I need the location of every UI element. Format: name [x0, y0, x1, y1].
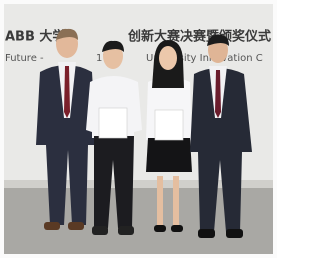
- shoe: [226, 229, 243, 238]
- shoe: [171, 225, 183, 232]
- leg: [157, 176, 163, 226]
- shoe: [154, 225, 166, 232]
- certificate: [99, 108, 127, 138]
- shoe: [198, 229, 215, 238]
- banner-subtitle: Future -: [5, 53, 44, 64]
- tie: [215, 70, 221, 118]
- shoe: [118, 226, 134, 235]
- shoe: [44, 222, 60, 230]
- page: ABB 大学 创新大赛决赛暨颁奖仪式 Future - 17 A Univers…: [0, 0, 277, 258]
- photo: ABB 大学 创新大赛决赛暨颁奖仪式 Future - 17 A Univers…: [0, 0, 277, 258]
- skirt: [146, 138, 192, 172]
- head: [159, 46, 177, 70]
- shoe: [68, 222, 84, 230]
- tie: [64, 66, 70, 118]
- certificate: [155, 110, 183, 140]
- shoe: [92, 226, 108, 235]
- banner-title: 创新大赛决赛暨颁奖仪式: [127, 29, 271, 45]
- leg: [173, 176, 179, 226]
